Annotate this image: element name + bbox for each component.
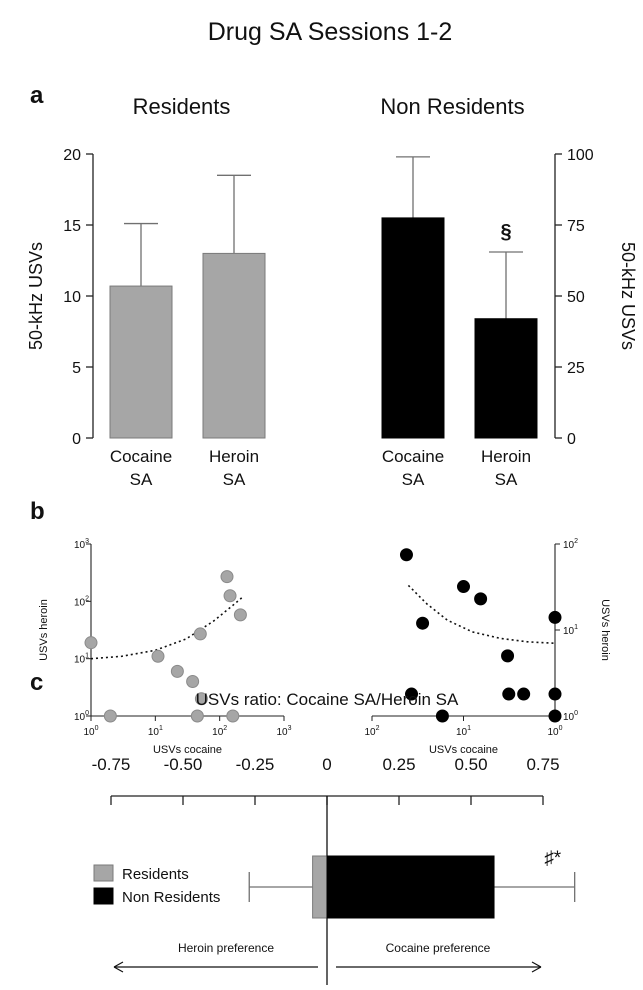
x-tick-label: 100 [547, 725, 562, 738]
y-tick-label: 102 [74, 595, 89, 608]
x-tick-label: 0.50 [454, 755, 487, 774]
legend-label: Non Residents [122, 889, 220, 906]
x-tick-label: -0.25 [236, 755, 275, 774]
data-point [548, 709, 562, 723]
x-tick-label: 102 [364, 725, 379, 738]
chart-title: USVs ratio: Cocaine SA/Heroin SA [196, 690, 459, 709]
x-tick-label: 0.25 [382, 755, 415, 774]
x-tick-label: 0 [322, 755, 331, 774]
data-point [474, 592, 488, 606]
x-tick-label: 100 [83, 725, 98, 738]
category-label: Heroin [209, 447, 259, 466]
data-point [223, 589, 237, 603]
y-tick-label: 100 [567, 147, 594, 164]
bar-cocaine [381, 217, 445, 439]
data-point [220, 570, 234, 584]
panel-label-c: c [30, 669, 43, 696]
data-point [233, 608, 247, 622]
significance-marker: ♯* [544, 848, 562, 869]
y-tick-label: 100 [563, 710, 578, 723]
data-point [170, 664, 184, 678]
data-point [84, 636, 98, 650]
data-point [151, 649, 165, 663]
y-tick-label: 0 [567, 431, 576, 448]
category-label: SA [495, 470, 518, 489]
y-axis-label: USVs heroin [38, 599, 50, 661]
y-axis-label: 50-kHz USVs [26, 242, 46, 350]
figure-title: Drug SA Sessions 1-2 [208, 18, 453, 46]
y-tick-label: 25 [567, 360, 585, 377]
category-label: SA [402, 470, 425, 489]
data-point [405, 687, 419, 701]
bar-heroin [202, 252, 266, 439]
panel-label-b: b [30, 498, 45, 525]
cocaine-arrow-head [531, 961, 542, 973]
x-tick-label: -0.75 [92, 755, 131, 774]
y-tick-label: 102 [563, 538, 578, 551]
y-tick-label: 0 [72, 431, 81, 448]
x-tick-label: 101 [148, 725, 163, 738]
panel-c-ratio-chart: USVs ratio: Cocaine SA/Heroin SA -0.75 -0.… [92, 690, 576, 985]
data-point [517, 687, 531, 701]
legend-swatch [93, 864, 114, 882]
x-axis-label: USVs cocaine [429, 744, 498, 756]
y-tick-label: 15 [63, 218, 81, 235]
x-tick-label: 102 [212, 725, 227, 738]
y-tick-label: 5 [72, 360, 81, 377]
trend-line [90, 597, 243, 660]
x-tick-label: 101 [456, 725, 471, 738]
category-label: SA [130, 470, 153, 489]
data-point [190, 709, 204, 723]
y-tick-label: 75 [567, 218, 585, 235]
x-tick-label: -0.50 [164, 755, 203, 774]
panel-label-a: a [30, 82, 44, 109]
data-point [226, 709, 240, 723]
cocaine-preference-label: Cocaine preference [386, 941, 491, 955]
data-point [399, 548, 413, 562]
category-label: Heroin [481, 447, 531, 466]
trend-line [407, 584, 556, 645]
data-point [457, 580, 470, 594]
data-point [186, 674, 200, 688]
category-label: Cocaine [110, 447, 172, 466]
category-label: SA [223, 470, 246, 489]
legend-label: Residents [122, 866, 189, 883]
chart-title: Non Residents [380, 94, 524, 119]
heroin-preference-label: Heroin preference [178, 941, 274, 955]
y-axis-label: 50-kHz USVs [618, 242, 638, 350]
y-tick-label: 50 [567, 289, 585, 306]
bar-heroin [474, 318, 538, 439]
y-tick-label: 100 [74, 710, 89, 723]
heroin-arrow-head [113, 961, 124, 973]
bar-cocaine [109, 285, 173, 439]
bar-non-residents [326, 855, 495, 919]
y-axis-label: USVs heroin [599, 599, 611, 661]
data-point [548, 687, 562, 701]
panel-a-bar-charts: Residents 0 5 10 15 20 50-kHz USVs Cocaine SA Her… [26, 94, 638, 489]
significance-marker: § [500, 221, 511, 243]
legend-swatch [93, 887, 114, 905]
data-point [501, 649, 515, 663]
panel-b-scatter-plots: 100 101 102 103 100 101 102 103 USVs cocaine USVs… [38, 538, 611, 756]
y-tick-label: 103 [74, 538, 89, 551]
y-tick-label: 101 [74, 653, 89, 666]
y-tick-label: 101 [563, 624, 578, 637]
bar-residents [312, 855, 328, 919]
y-tick-label: 10 [63, 289, 81, 306]
data-point [548, 610, 562, 624]
data-point [435, 709, 449, 723]
chart-title: Residents [133, 94, 231, 119]
x-tick-label: 103 [276, 725, 291, 738]
data-point [502, 687, 516, 701]
y-tick-label: 20 [63, 147, 81, 164]
data-point [103, 709, 117, 723]
x-axis-label: USVs cocaine [153, 744, 222, 756]
x-tick-label: 0.75 [526, 755, 559, 774]
data-point [194, 692, 208, 706]
data-point [416, 616, 430, 630]
category-label: Cocaine [382, 447, 444, 466]
data-point [193, 627, 207, 641]
